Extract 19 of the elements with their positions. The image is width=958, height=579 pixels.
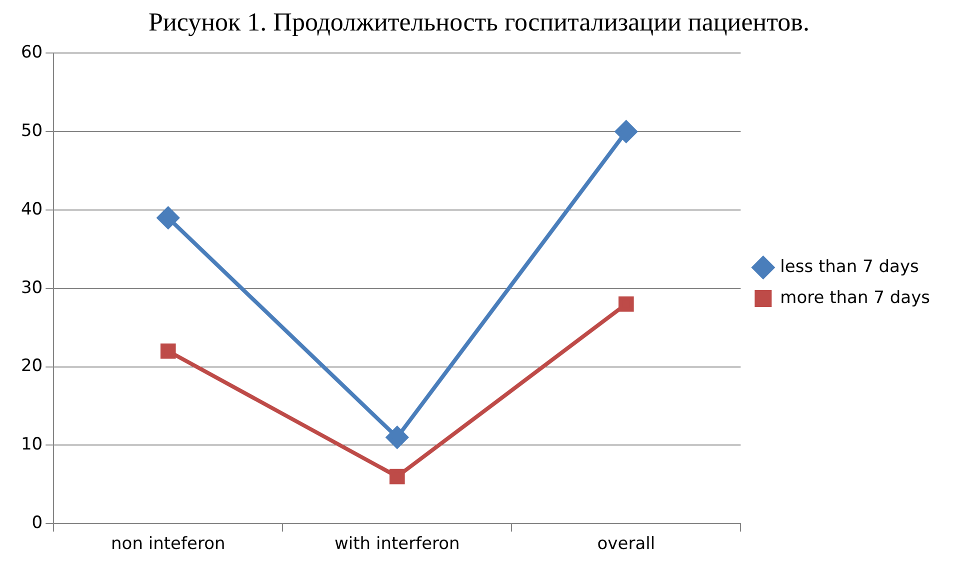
y-tick-label: 50 [20,121,43,142]
y-tick-label: 60 [20,42,43,63]
y-tick-label: 0 [32,513,43,534]
y-tick-label: 30 [20,278,43,298]
point [615,120,638,143]
y-tick-label: 10 [20,434,43,455]
point [160,343,176,359]
x-tick-label: with interferon [334,534,460,554]
point [390,468,405,484]
point [618,296,634,312]
x-tick-label: non inteferon [111,534,226,554]
legend-label: more than 7 days [780,288,930,308]
point [157,206,180,229]
legend-label: less than 7 days [780,256,920,277]
y-tick-label: 20 [20,356,43,376]
chart-title: Рисунок 1. Продолжительность госпитализации пациентов. [148,7,810,36]
point [386,426,408,448]
y-tick-label: 40 [20,199,43,220]
x-tick-label: overall [597,534,656,554]
